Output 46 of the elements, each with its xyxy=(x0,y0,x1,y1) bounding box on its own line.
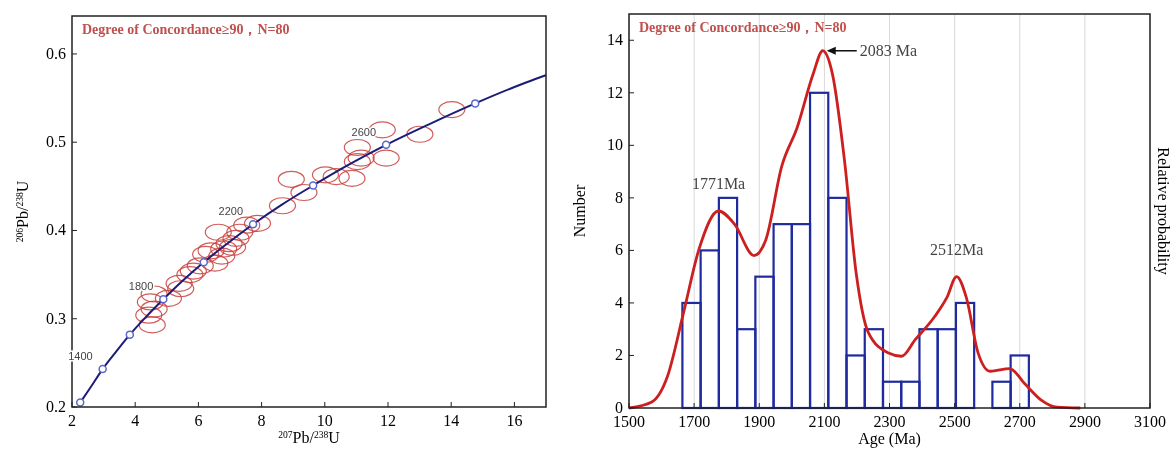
y-tick-label: 0.3 xyxy=(46,309,66,327)
point xyxy=(125,330,135,339)
chart-title: Degree of Concordance≥90，N=80 xyxy=(82,22,290,37)
annotation: 2512Ma xyxy=(929,240,984,258)
point xyxy=(470,99,480,108)
x-tick-label: 2300 xyxy=(873,413,906,430)
x-tick-label: 6 xyxy=(194,412,203,429)
x-tick-label: 2100 xyxy=(808,413,841,430)
x-tick-label: 1900 xyxy=(743,413,776,430)
y-tick-label: 14 xyxy=(607,31,623,49)
y-tick-label: 6 xyxy=(615,241,623,259)
annotation: 2083 Ma xyxy=(859,41,918,59)
y-tick-label: 8 xyxy=(615,188,623,206)
x-tick-label: 1500 xyxy=(613,413,645,430)
annotation: 1800 xyxy=(128,280,154,293)
x-tick-label: 2900 xyxy=(1068,413,1101,430)
y2-axis-title: Relative probability xyxy=(1154,147,1172,275)
x-tick-label: 14 xyxy=(443,412,460,429)
x-tick-label: 10 xyxy=(316,412,333,429)
y-tick-label: 0.4 xyxy=(46,221,66,239)
y-tick-label: 0 xyxy=(615,399,623,416)
y-tick-label: 12 xyxy=(607,83,623,101)
y-tick-label: 0.5 xyxy=(46,133,66,151)
x-tick-label: 4 xyxy=(131,412,140,429)
chart-title: Degree of Concordance≥90，N=80 xyxy=(639,20,847,35)
y-tick-label: 0.6 xyxy=(46,44,66,62)
y-tick-label: 0.2 xyxy=(46,398,66,415)
x-tick-label: 16 xyxy=(506,412,523,429)
point xyxy=(381,140,391,150)
x-tick-label: 2700 xyxy=(1003,413,1036,430)
annotation: 1771Ma xyxy=(691,175,746,192)
x-tick-label: 12 xyxy=(380,412,396,429)
x-axis-title: Age (Ma) xyxy=(858,430,921,448)
y-tick-label: 4 xyxy=(615,293,623,311)
x-tick-label: 2500 xyxy=(938,413,971,430)
x-tick-label: 8 xyxy=(257,412,266,429)
annotation: 2200 xyxy=(218,205,244,218)
x-axis-title: $^{207}$Pb/$^{238}$U xyxy=(278,428,341,446)
x-tick-label: 3100 xyxy=(1134,413,1166,430)
y-tick-label: 2 xyxy=(615,346,623,364)
x-tick-label: 1700 xyxy=(678,413,711,430)
y-axis-title: Number xyxy=(571,184,588,238)
point xyxy=(98,364,107,374)
point xyxy=(308,181,318,190)
y-tick-label: 10 xyxy=(607,136,623,154)
point xyxy=(75,398,85,407)
